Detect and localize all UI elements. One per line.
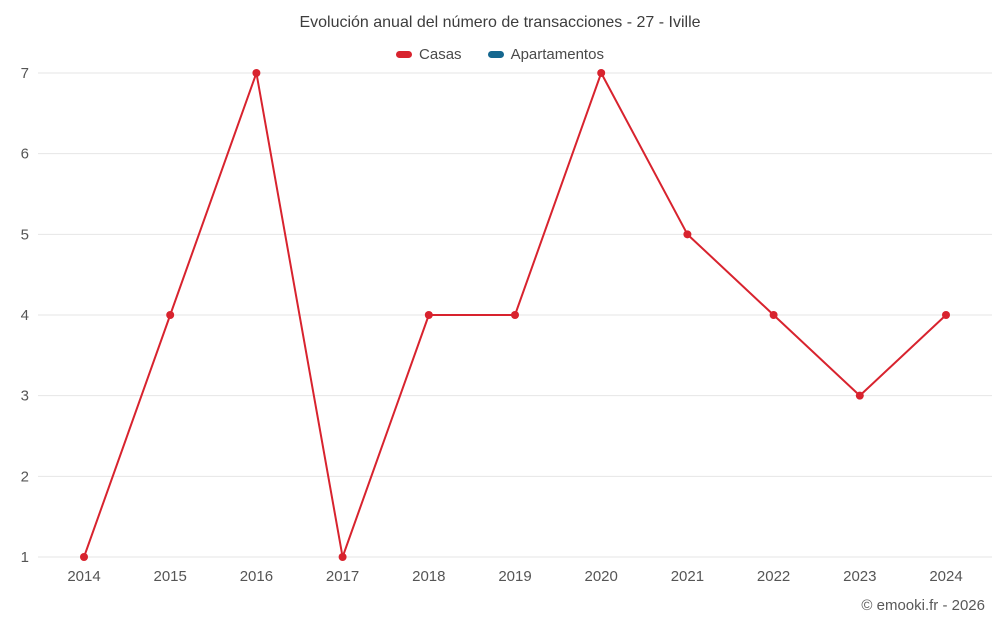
y-tick-label: 3 — [21, 388, 29, 405]
y-axis-labels: 1 2 3 4 5 6 7 — [21, 65, 29, 566]
data-point — [80, 553, 88, 561]
legend-item-label: Casas — [419, 46, 462, 63]
data-point — [338, 553, 347, 561]
casas-legend-swatch-icon — [396, 51, 413, 58]
x-tick-label: 2020 — [585, 568, 618, 585]
y-tick-label: 6 — [21, 146, 29, 163]
x-tick-label: 2023 — [843, 568, 876, 585]
y-tick-label: 4 — [21, 307, 29, 324]
legend-item-label: Apartamentos — [510, 46, 604, 63]
x-tick-label: 2024 — [929, 568, 962, 585]
x-tick-label: 2015 — [154, 568, 187, 585]
gridlines — [38, 72, 992, 558]
legend-item-casas[interactable]: Casas — [396, 46, 462, 63]
attribution-text: © emooki.fr - 2026 — [861, 597, 985, 614]
data-point — [769, 311, 778, 319]
x-tick-label: 2019 — [498, 568, 531, 585]
apartamentos-legend-swatch-icon — [487, 51, 504, 58]
data-point — [597, 69, 606, 77]
y-tick-label: 5 — [21, 226, 29, 243]
data-point — [942, 311, 950, 319]
y-tick-label: 7 — [21, 65, 29, 82]
data-point — [424, 311, 433, 319]
chart-title: Evolución anual del número de transaccio… — [299, 14, 701, 31]
x-tick-label: 2014 — [67, 568, 100, 585]
x-tick-label: 2017 — [326, 568, 359, 585]
x-tick-label: 2016 — [240, 568, 273, 585]
data-point — [683, 230, 692, 239]
series-casas — [80, 69, 950, 561]
x-axis-labels: 2014 2015 2016 2017 2018 2019 2020 2021 2022 2023… — [67, 568, 962, 585]
data-point — [252, 69, 261, 77]
x-tick-label: 2021 — [671, 568, 704, 585]
y-tick-label: 2 — [21, 468, 29, 485]
data-point — [855, 391, 864, 400]
y-tick-label: 1 — [21, 549, 29, 566]
x-tick-label: 2018 — [412, 568, 445, 585]
x-tick-label: 2022 — [757, 568, 790, 585]
legend: Casas Apartamentos — [0, 46, 1000, 63]
data-point — [511, 311, 519, 319]
data-point — [166, 311, 175, 319]
legend-item-apartamentos[interactable]: Apartamentos — [487, 46, 604, 63]
